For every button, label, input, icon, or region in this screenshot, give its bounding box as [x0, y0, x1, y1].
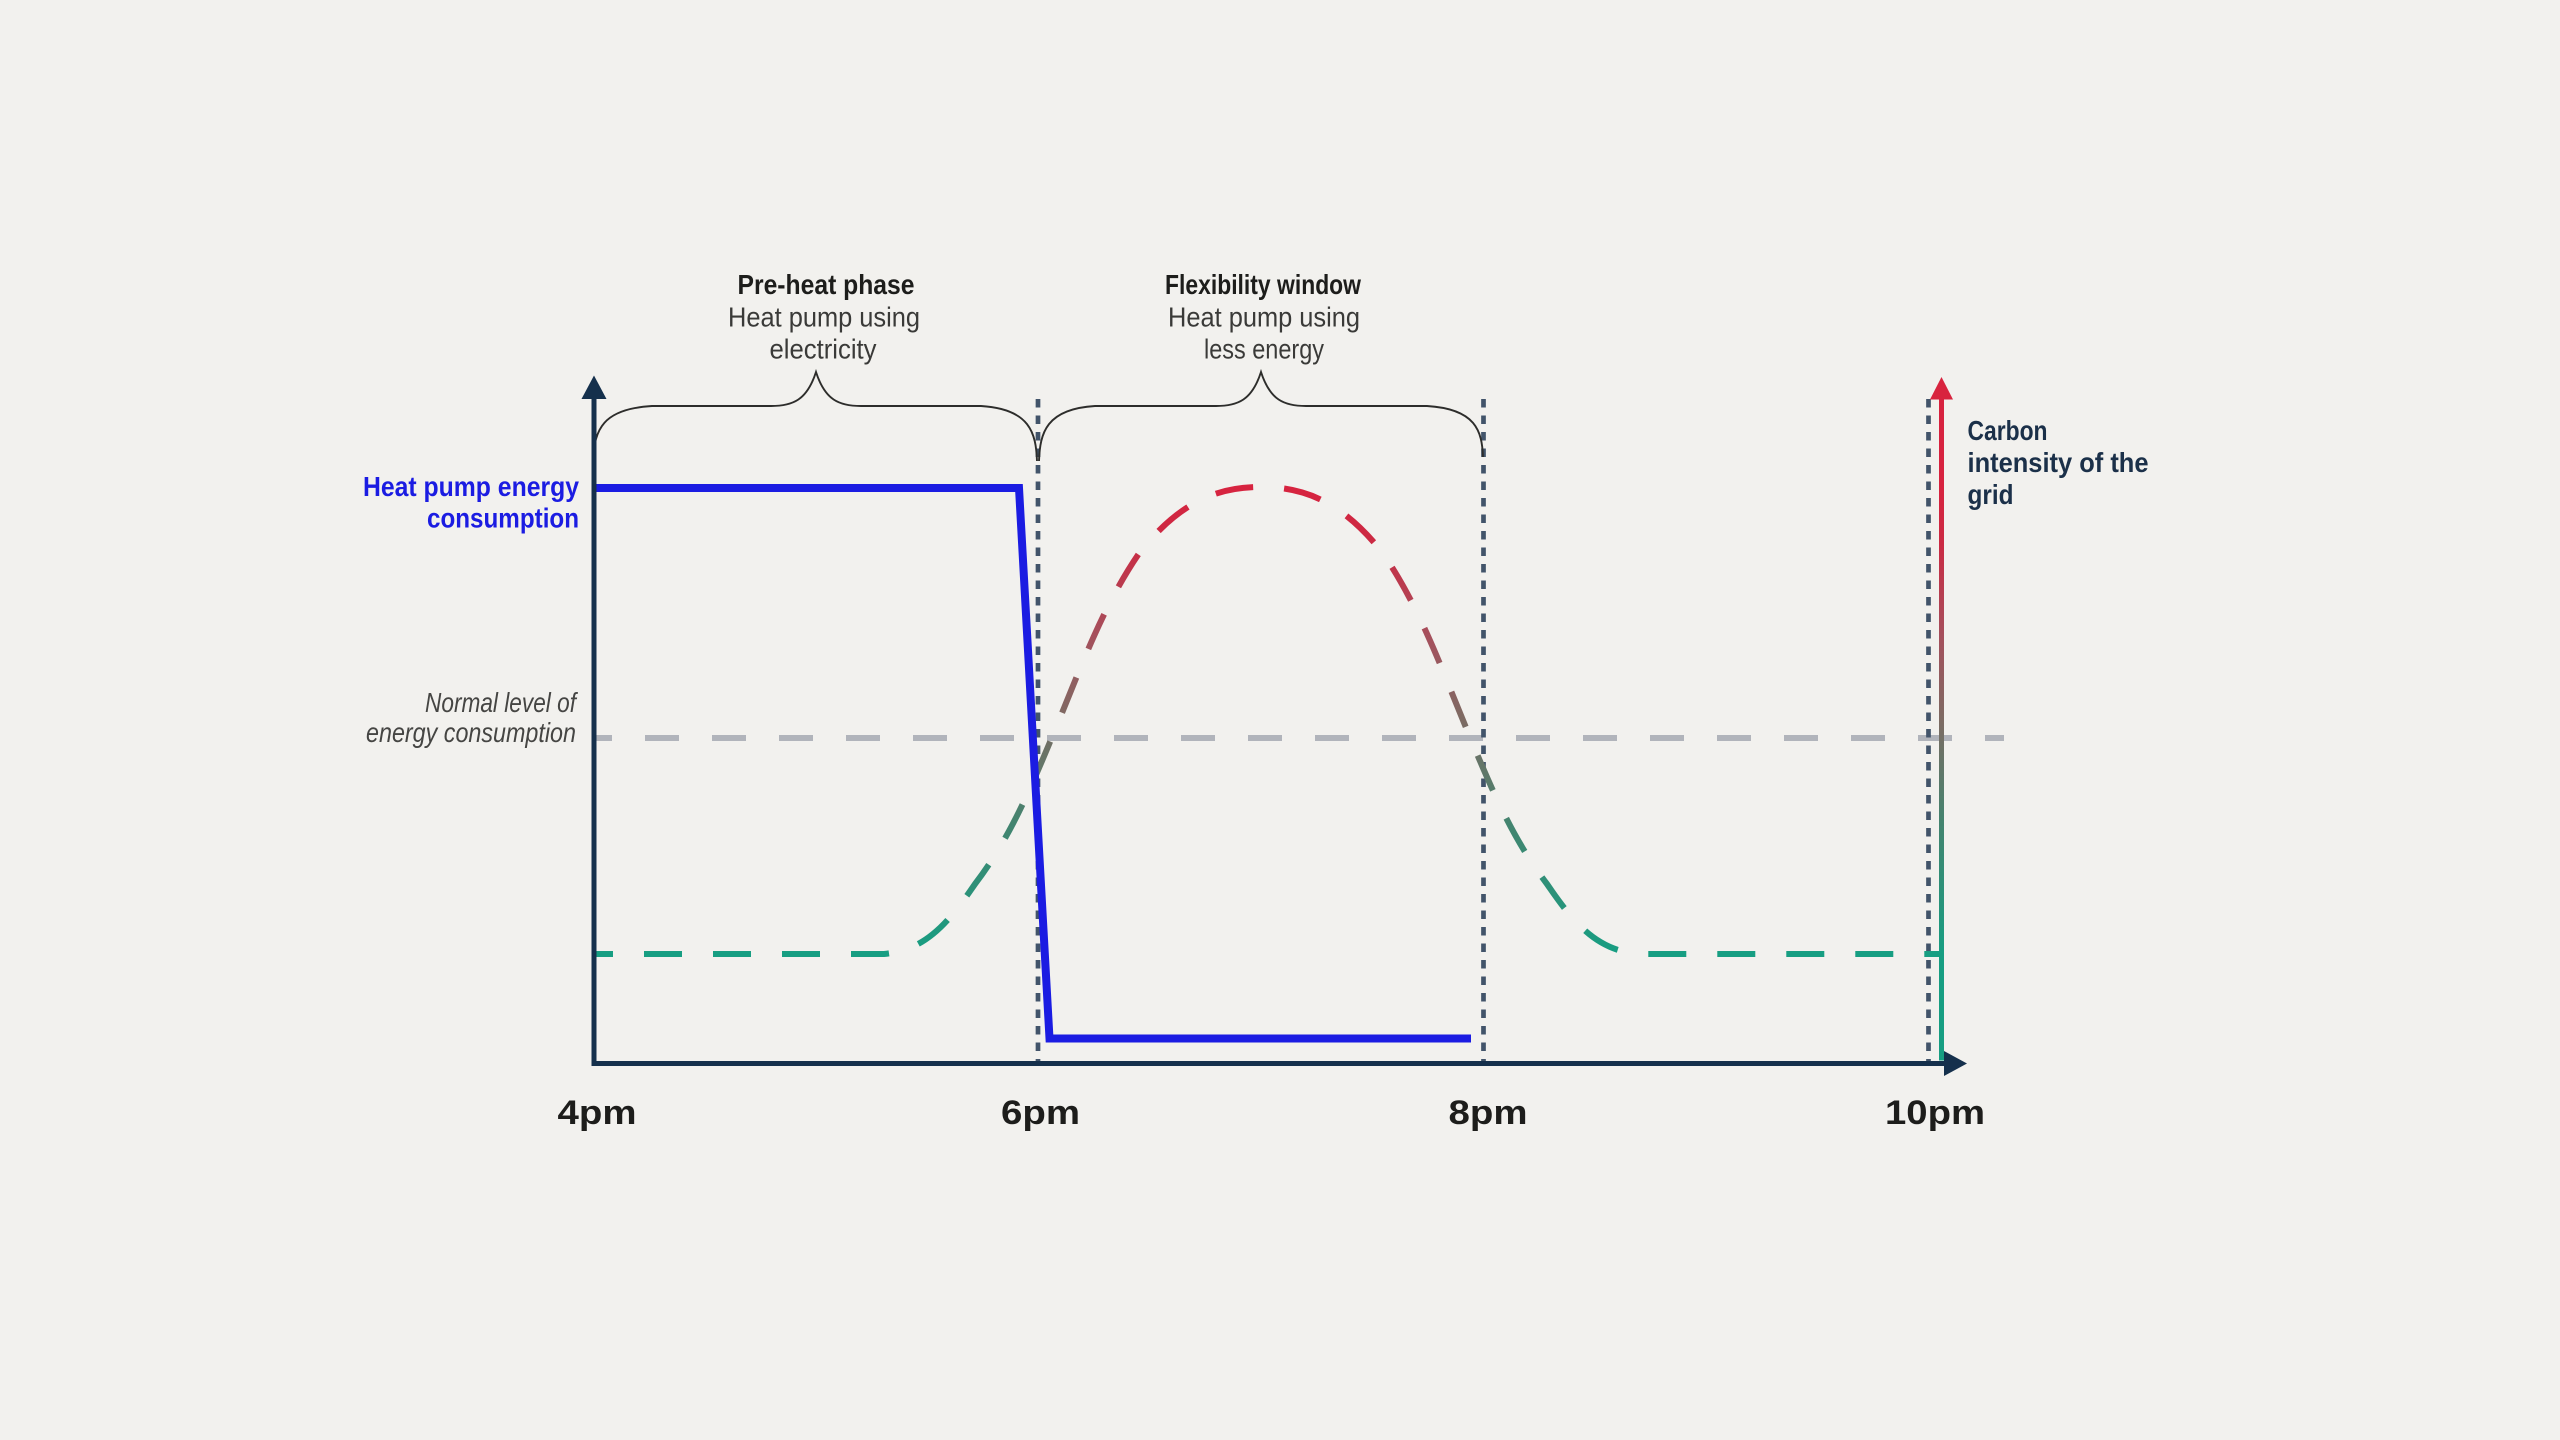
svg-text:Carbon: Carbon: [1968, 415, 2048, 446]
svg-text:Flexibility window: Flexibility window: [1165, 269, 1361, 300]
svg-text:Pre-heat phase: Pre-heat phase: [738, 269, 915, 300]
svg-text:Normal level of: Normal level of: [425, 687, 579, 718]
svg-text:Heat pump using: Heat pump using: [728, 302, 920, 333]
svg-text:6pm: 6pm: [1001, 1094, 1080, 1132]
svg-text:grid: grid: [1968, 479, 2014, 510]
svg-text:8pm: 8pm: [1449, 1094, 1528, 1132]
svg-text:Heat pump using: Heat pump using: [1168, 302, 1360, 333]
svg-text:intensity of the: intensity of the: [1968, 447, 2149, 478]
svg-text:electricity: electricity: [770, 334, 877, 365]
svg-text:consumption: consumption: [427, 503, 579, 534]
svg-text:less energy: less energy: [1204, 334, 1324, 365]
svg-text:4pm: 4pm: [558, 1094, 637, 1132]
svg-text:10pm: 10pm: [1885, 1094, 1985, 1132]
svg-text:energy consumption: energy consumption: [366, 717, 576, 748]
svg-text:Heat pump energy: Heat pump energy: [363, 471, 579, 502]
